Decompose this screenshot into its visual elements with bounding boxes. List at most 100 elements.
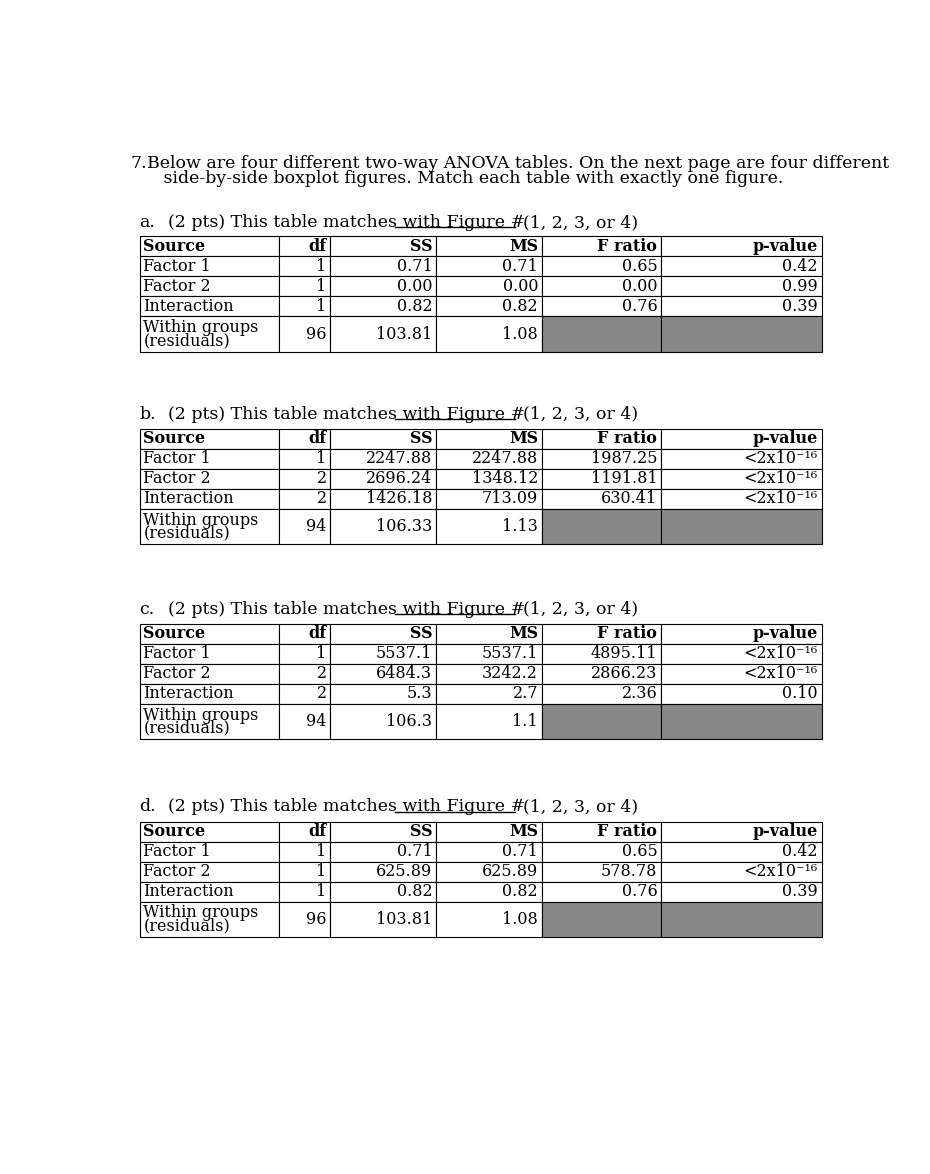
- Bar: [436, 623, 542, 643]
- Bar: [330, 256, 436, 276]
- Text: 96: 96: [306, 911, 326, 927]
- Text: (residuals): (residuals): [143, 332, 230, 349]
- Text: 2.36: 2.36: [621, 686, 658, 702]
- Text: <2x10⁻¹⁶: <2x10⁻¹⁶: [743, 666, 817, 682]
- Text: (2 pts) This table matches with Figure #: (2 pts) This table matches with Figure #: [156, 214, 525, 231]
- Bar: [542, 862, 661, 882]
- Bar: [330, 488, 436, 510]
- Text: 1.13: 1.13: [502, 518, 538, 535]
- Text: side-by-side boxplot figures. Match each table with exactly one figure.: side-by-side boxplot figures. Match each…: [147, 170, 784, 187]
- Bar: [661, 468, 821, 488]
- Text: df: df: [309, 431, 326, 447]
- Bar: [279, 703, 330, 740]
- Bar: [542, 663, 661, 683]
- Text: Interaction: Interaction: [143, 298, 234, 315]
- Bar: [542, 842, 661, 862]
- Bar: [436, 256, 542, 276]
- Text: MS: MS: [509, 626, 538, 642]
- Text: 0.42: 0.42: [782, 258, 817, 275]
- Bar: [436, 683, 542, 703]
- Text: F ratio: F ratio: [597, 238, 658, 255]
- Bar: [542, 276, 661, 296]
- Bar: [279, 663, 330, 683]
- Bar: [279, 510, 330, 545]
- Text: Factor 2: Factor 2: [143, 666, 211, 682]
- Text: 1.08: 1.08: [502, 325, 538, 343]
- Text: 103.81: 103.81: [376, 325, 432, 343]
- Bar: [140, 842, 279, 862]
- Text: 1: 1: [316, 646, 326, 662]
- Bar: [436, 488, 542, 510]
- Text: Source: Source: [143, 431, 206, 447]
- Bar: [542, 703, 661, 740]
- Text: Within groups: Within groups: [143, 512, 259, 528]
- Text: <2x10⁻¹⁶: <2x10⁻¹⁶: [743, 646, 817, 662]
- Text: <2x10⁻¹⁶: <2x10⁻¹⁶: [743, 863, 817, 880]
- Text: 3242.2: 3242.2: [482, 666, 538, 682]
- Text: <2x10⁻¹⁶: <2x10⁻¹⁶: [743, 451, 817, 467]
- Text: Within groups: Within groups: [143, 707, 259, 723]
- Text: (2 pts) This table matches with Figure #: (2 pts) This table matches with Figure #: [156, 798, 525, 816]
- Text: 2: 2: [316, 471, 326, 487]
- Bar: [436, 296, 542, 317]
- Text: 0.71: 0.71: [502, 258, 538, 275]
- Text: F ratio: F ratio: [597, 823, 658, 841]
- Text: 1426.18: 1426.18: [365, 491, 432, 507]
- Bar: [140, 256, 279, 276]
- Text: (1, 2, 3, or 4): (1, 2, 3, or 4): [523, 601, 638, 618]
- Text: c.: c.: [140, 601, 154, 618]
- Text: 0.00: 0.00: [622, 278, 658, 295]
- Bar: [330, 663, 436, 683]
- Bar: [330, 468, 436, 488]
- Text: (1, 2, 3, or 4): (1, 2, 3, or 4): [523, 406, 638, 423]
- Text: Factor 2: Factor 2: [143, 278, 211, 295]
- Text: 713.09: 713.09: [482, 491, 538, 507]
- Text: 2: 2: [316, 666, 326, 682]
- Text: (1, 2, 3, or 4): (1, 2, 3, or 4): [523, 214, 638, 231]
- Bar: [542, 623, 661, 643]
- Text: 0.99: 0.99: [782, 278, 817, 295]
- Text: Source: Source: [143, 823, 206, 841]
- Text: (2 pts) This table matches with Figure #: (2 pts) This table matches with Figure #: [156, 406, 525, 423]
- Bar: [542, 683, 661, 703]
- Text: Source: Source: [143, 626, 206, 642]
- Text: p-value: p-value: [752, 431, 817, 447]
- Text: 1.1: 1.1: [512, 713, 538, 730]
- Text: 1: 1: [316, 298, 326, 315]
- Text: p-value: p-value: [752, 626, 817, 642]
- Bar: [330, 902, 436, 937]
- Bar: [661, 842, 821, 862]
- Text: Within groups: Within groups: [143, 319, 259, 336]
- Text: 94: 94: [306, 518, 326, 535]
- Bar: [140, 276, 279, 296]
- Text: 0.76: 0.76: [621, 883, 658, 900]
- Text: 1191.81: 1191.81: [591, 471, 658, 487]
- Text: 0.39: 0.39: [782, 883, 817, 900]
- Text: 630.41: 630.41: [601, 491, 658, 507]
- Bar: [330, 703, 436, 740]
- Text: Factor 2: Factor 2: [143, 863, 211, 880]
- Bar: [436, 510, 542, 545]
- Bar: [661, 256, 821, 276]
- Text: 1.08: 1.08: [502, 911, 538, 927]
- Bar: [661, 862, 821, 882]
- Bar: [436, 468, 542, 488]
- Text: 0.71: 0.71: [396, 258, 432, 275]
- Bar: [279, 902, 330, 937]
- Text: df: df: [309, 823, 326, 841]
- Text: Factor 1: Factor 1: [143, 646, 211, 662]
- Text: df: df: [309, 626, 326, 642]
- Bar: [661, 276, 821, 296]
- Text: 0.82: 0.82: [397, 298, 432, 315]
- Text: Source: Source: [143, 238, 206, 255]
- Bar: [542, 296, 661, 317]
- Bar: [330, 448, 436, 468]
- Text: 2: 2: [316, 491, 326, 507]
- Text: Interaction: Interaction: [143, 491, 234, 507]
- Bar: [279, 842, 330, 862]
- Bar: [436, 882, 542, 902]
- Text: F ratio: F ratio: [597, 626, 658, 642]
- Bar: [140, 643, 279, 663]
- Text: 96: 96: [306, 325, 326, 343]
- Bar: [140, 703, 279, 740]
